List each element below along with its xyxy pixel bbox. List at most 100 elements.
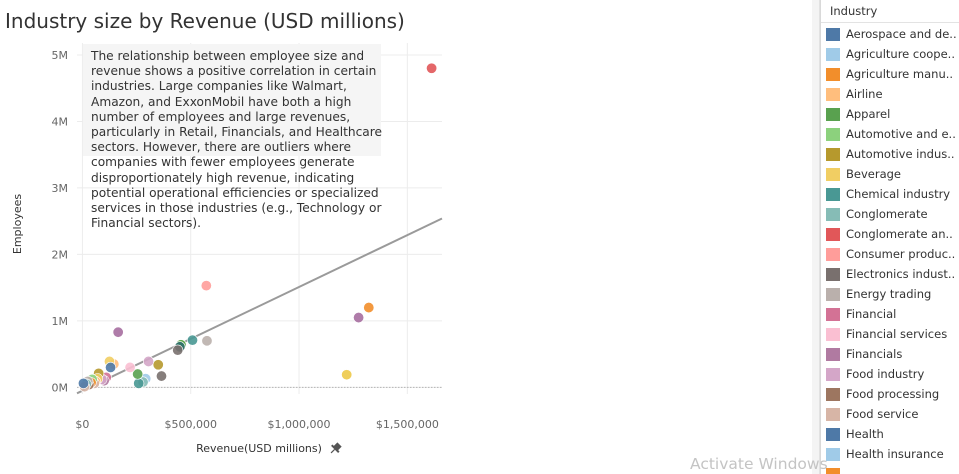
legend-item[interactable]: Electronics indust.. bbox=[826, 266, 958, 286]
legend-item[interactable]: Airline bbox=[826, 86, 958, 106]
legend-swatch bbox=[826, 48, 840, 61]
legend-label: Beverage bbox=[846, 167, 901, 181]
data-point[interactable] bbox=[363, 302, 375, 314]
legend-swatch bbox=[826, 368, 840, 381]
legend-item[interactable]: Agriculture manu.. bbox=[826, 66, 958, 86]
legend-label: Electronics indust.. bbox=[846, 267, 956, 281]
legend-swatch bbox=[826, 148, 840, 161]
legend-item[interactable]: Conglomerate an.. bbox=[826, 226, 958, 246]
legend: Industry Aerospace and de.. Agriculture c… bbox=[820, 0, 959, 474]
legend-swatch bbox=[826, 348, 840, 361]
legend-label: Health insurance bbox=[846, 447, 944, 461]
legend-item[interactable]: Food service bbox=[826, 406, 958, 426]
legend-item[interactable]: Financial services bbox=[826, 326, 958, 346]
legend-item[interactable] bbox=[826, 466, 958, 474]
y-tick-label: 1M bbox=[52, 315, 69, 328]
legend-swatch bbox=[826, 248, 840, 261]
legend-item[interactable]: Food processing bbox=[826, 386, 958, 406]
legend-item[interactable]: Financials bbox=[826, 346, 958, 366]
data-point[interactable] bbox=[152, 359, 164, 371]
data-point[interactable] bbox=[133, 377, 145, 389]
legend-item[interactable]: Agriculture coope.. bbox=[826, 46, 958, 66]
y-axis-ticks: 0M 1M 2M 3M 4M 5M bbox=[52, 49, 69, 394]
legend-label: Financial bbox=[846, 307, 897, 321]
legend-item[interactable]: Food industry bbox=[826, 366, 958, 386]
legend-label: Energy trading bbox=[846, 287, 932, 301]
legend-swatch bbox=[826, 168, 840, 181]
legend-swatch bbox=[826, 428, 840, 441]
data-point[interactable] bbox=[186, 334, 198, 346]
data-point[interactable] bbox=[77, 377, 89, 389]
legend-swatch bbox=[826, 448, 840, 461]
data-point[interactable] bbox=[124, 361, 136, 373]
legend-swatch bbox=[826, 188, 840, 201]
legend-swatch bbox=[826, 128, 840, 141]
legend-item[interactable]: Financial bbox=[826, 306, 958, 326]
data-point[interactable] bbox=[200, 280, 212, 292]
annotation-box bbox=[83, 44, 381, 156]
y-axis-label: Employees bbox=[11, 194, 24, 254]
legend-label: Agriculture coope.. bbox=[846, 47, 955, 61]
legend-swatch bbox=[826, 268, 840, 281]
y-tick-label: 4M bbox=[52, 115, 69, 128]
legend-divider bbox=[821, 22, 959, 23]
legend-swatch bbox=[826, 208, 840, 221]
y-tick-label: 3M bbox=[52, 182, 69, 195]
legend-item[interactable]: Health bbox=[826, 426, 958, 446]
legend-item[interactable]: Automotive indus.. bbox=[826, 146, 958, 166]
pin-icon[interactable] bbox=[328, 441, 344, 457]
data-point[interactable] bbox=[112, 326, 124, 338]
legend-label: Chemical industry bbox=[846, 187, 951, 201]
legend-label: Automotive and e.. bbox=[846, 127, 956, 141]
legend-label: Agriculture manu.. bbox=[846, 67, 954, 81]
y-tick-label: 2M bbox=[52, 248, 69, 261]
legend-item[interactable]: Automotive and e.. bbox=[826, 126, 958, 146]
data-point[interactable] bbox=[341, 369, 353, 381]
legend-label: Apparel bbox=[846, 107, 891, 121]
legend-label: Food processing bbox=[846, 387, 940, 401]
legend-swatch bbox=[826, 88, 840, 101]
legend-label: Food industry bbox=[846, 367, 925, 381]
data-points bbox=[77, 62, 438, 393]
legend-swatch bbox=[826, 308, 840, 321]
data-point[interactable] bbox=[155, 370, 167, 382]
legend-label: Conglomerate bbox=[846, 207, 928, 221]
legend-scrollbar[interactable] bbox=[812, 0, 820, 474]
legend-label: Automotive indus.. bbox=[846, 147, 955, 161]
legend-item[interactable]: Aerospace and de.. bbox=[826, 26, 958, 46]
trend-line bbox=[76, 217, 443, 395]
legend-swatch bbox=[826, 388, 840, 401]
data-point[interactable] bbox=[142, 355, 154, 367]
legend-item[interactable]: Conglomerate bbox=[826, 206, 958, 226]
legend-title: Industry bbox=[830, 4, 878, 18]
trend-line-group bbox=[76, 217, 443, 395]
legend-item[interactable]: Energy trading bbox=[826, 286, 958, 306]
activate-windows-watermark: Activate Windows bbox=[690, 455, 828, 473]
legend-label: Aerospace and de.. bbox=[846, 27, 956, 41]
data-point[interactable] bbox=[426, 62, 438, 74]
legend-swatch bbox=[826, 28, 840, 41]
legend-label: Health bbox=[846, 427, 884, 441]
legend-label: Financial services bbox=[846, 327, 948, 341]
annotation-text: The relationship between employee size a… bbox=[91, 49, 383, 231]
legend-item[interactable]: Health insurance bbox=[826, 446, 958, 466]
legend-item[interactable]: Apparel bbox=[826, 106, 958, 126]
x-tick-label: $500,000 bbox=[164, 418, 217, 431]
legend-label: Conglomerate an.. bbox=[846, 227, 953, 241]
legend-item[interactable]: Beverage bbox=[826, 166, 958, 186]
data-point[interactable] bbox=[132, 368, 144, 380]
data-point[interactable] bbox=[172, 344, 184, 356]
legend-swatch bbox=[826, 108, 840, 121]
x-axis-ticks: $0 $500,000 $1,000,000 $1,500,000 bbox=[75, 418, 438, 431]
x-tick-label: $1,000,000 bbox=[268, 418, 331, 431]
legend-label: Financials bbox=[846, 347, 903, 361]
legend-item[interactable]: Chemical industry bbox=[826, 186, 958, 206]
x-tick-label: $1,500,000 bbox=[376, 418, 439, 431]
data-point[interactable] bbox=[105, 361, 117, 373]
legend-swatch bbox=[826, 68, 840, 81]
data-point[interactable] bbox=[353, 312, 365, 324]
data-point[interactable] bbox=[201, 335, 213, 347]
legend-swatch bbox=[826, 228, 840, 241]
legend-item[interactable]: Consumer produc.. bbox=[826, 246, 958, 266]
legend-swatch bbox=[826, 408, 840, 421]
